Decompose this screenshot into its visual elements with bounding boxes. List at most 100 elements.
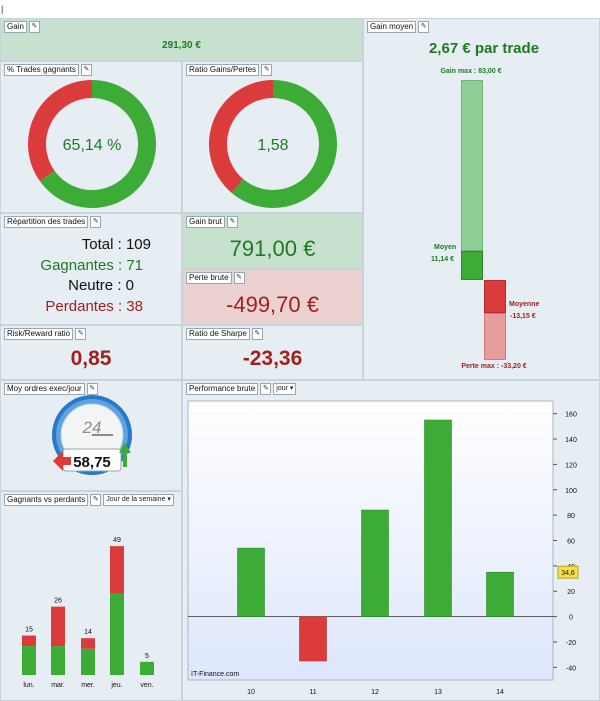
trades-gagnants-panel: % Trades gagnants ✎ 65,14 % (0, 61, 182, 213)
clock-icon: 24 58,75 (52, 395, 132, 475)
gain-moyen-headline: 2,67 € par trade (428, 40, 540, 57)
y-tick-label: 120 (565, 462, 577, 469)
category-label: jeu. (110, 682, 122, 689)
pin-icon[interactable]: ✎ (251, 328, 263, 340)
ratio-gains-pertes-donut: 1,58 (208, 80, 337, 208)
gain-brut-panel: Gain brut ✎ 791,00 € (182, 213, 363, 269)
y-tick-label: -20 (566, 640, 576, 647)
trades-gagnants-win-slice (39, 80, 156, 208)
gain-value: 291,30 € (162, 40, 201, 51)
y-tick-label: 160 (565, 412, 577, 419)
bar-total-label: 26 (54, 598, 62, 605)
risk-reward-value: 0,85 (70, 347, 112, 370)
x-tick-label: 13 (434, 689, 442, 696)
y-tick-label: 140 (565, 437, 577, 444)
trades-gagnants-value: 65,14 % (63, 137, 122, 154)
bar-total-label: 49 (113, 537, 121, 544)
sharpe-value: -23,36 (242, 347, 303, 370)
gagnants-bar (22, 646, 36, 675)
period-dropdown[interactable]: jour ▾ (273, 383, 297, 395)
weekday-dropdown-value: Jour de la semaine (106, 496, 166, 503)
bar-total-label: 5 (145, 653, 149, 660)
gagnants-vs-perdants-chart: 15 lun. 26 mar. 14 mer. 49 jeu. 5 ven. (22, 537, 154, 689)
perte-brute-value: -499,70 € (226, 292, 319, 317)
moyen-value: 11,14 € (431, 256, 454, 263)
pin-icon[interactable]: ✎ (90, 216, 102, 228)
repartition-perdantes: Perdantes : 38 (45, 298, 143, 315)
repartition-gagnantes: Gagnantes : 71 (40, 257, 143, 274)
gain-moyen-panel: Gain moyen ✎ 2,67 € par trade Gain max : … (363, 18, 600, 380)
repartition-neutre: Neutre : 0 (68, 277, 134, 294)
ratio-gains-pertes-panel: Ratio Gains/Pertes ✎ 1,58 (182, 61, 363, 213)
perdants-bar (51, 606, 65, 647)
gagnants-bar (110, 593, 124, 675)
performance-brute-panel: Performance brute ✎ jour ▾ 160 140 120 100 8… (182, 380, 600, 701)
moyenne-perte-bar (484, 280, 506, 313)
perte-max-label: Perte max : -33,20 € (461, 363, 527, 370)
pin-icon[interactable]: ✎ (80, 64, 92, 76)
performance-bar (237, 547, 265, 617)
ratio-gains-pertes-win-slice (231, 80, 337, 208)
gagnants-vs-perdants-label: Gagnants vs perdants (4, 494, 89, 506)
sharpe-panel: Ratio de Sharpe ✎ -23,36 (182, 325, 363, 380)
x-tick-label: 12 (371, 689, 379, 696)
repartition-panel: Répartition des trades ✎ Total : 109 Gagn… (0, 213, 182, 325)
current-value-badge-text: 34,6 (561, 570, 575, 577)
bar-total-label: 15 (25, 627, 33, 634)
sharpe-label: Ratio de Sharpe (186, 328, 250, 340)
pin-icon[interactable]: ✎ (75, 328, 87, 340)
x-tick-label: 11 (309, 689, 316, 696)
pin-icon[interactable]: ✎ (28, 21, 40, 33)
gain-moyen-label: Gain moyen (367, 21, 417, 33)
pin-icon[interactable]: ✎ (226, 216, 238, 228)
category-label: mar. (51, 682, 65, 689)
gain-label: Gain (4, 21, 27, 33)
performance-bar (424, 419, 452, 617)
x-tick-label: 14 (496, 689, 504, 696)
perte-brute-label: Perte brute (186, 272, 232, 284)
perdants-bar (81, 638, 95, 649)
gain-max-label: Gain max : 83,00 € (440, 68, 502, 75)
gagnants-bar (140, 661, 154, 675)
perdants-bar (22, 635, 36, 647)
perte-brute-panel: Perte brute ✎ -499,70 € (182, 269, 363, 325)
ratio-gains-pertes-value: 1,58 (257, 137, 288, 154)
pin-icon[interactable]: ✎ (418, 21, 430, 33)
y-tick-label: 80 (567, 513, 575, 520)
moy-ordres-value: 58,75 (73, 454, 111, 471)
performance-bar (486, 571, 514, 617)
trades-gagnants-label: % Trades gagnants (4, 64, 79, 76)
performance-brute-chart: 160140120100806040200-20-40101112131434,… (187, 400, 579, 696)
gagnants-bar (51, 646, 65, 675)
performance-brute-label: Performance brute (186, 383, 259, 395)
moyen-gain-bar (461, 251, 483, 280)
y-tick-label: 60 (567, 539, 575, 546)
category-label: lun. (23, 682, 34, 689)
risk-reward-panel: Risk/Reward ratio ✎ 0,85 (0, 325, 182, 380)
moyenne-label: Moyenne (509, 301, 540, 308)
moy-ordres-panel: Moy ordres exec/jour ✎ 24 58,75 (0, 380, 182, 491)
repartition-total: Total : 109 (81, 236, 151, 253)
trades-gagnants-loss-slice (27, 80, 92, 182)
y-tick-label: 20 (567, 589, 575, 596)
period-dropdown-value: jour (276, 385, 288, 392)
moy-ordres-label: Moy ordres exec/jour (4, 383, 85, 395)
pin-icon[interactable]: ✎ (86, 383, 98, 395)
pin-icon[interactable]: ✎ (260, 383, 272, 395)
performance-bar (299, 616, 327, 662)
pin-icon[interactable]: ✎ (90, 494, 102, 506)
gagnants-vs-perdants-panel: Gagnants vs perdants ✎ Jour de la semain… (0, 491, 182, 701)
y-tick-label: 100 (565, 488, 577, 495)
ratio-gains-pertes-label: Ratio Gains/Pertes (186, 64, 260, 76)
gain-panel: Gain ✎ 291,30 € (0, 18, 363, 61)
y-tick-label: 0 (569, 615, 573, 622)
pin-icon[interactable]: ✎ (233, 272, 245, 284)
x-tick-label: 10 (247, 689, 255, 696)
weekday-dropdown[interactable]: Jour de la semaine ▾ (103, 494, 174, 506)
pin-icon[interactable]: ✎ (261, 64, 273, 76)
current-value-badge (557, 565, 579, 579)
up-arrow-icon (119, 443, 131, 467)
repartition-label: Répartition des trades (4, 216, 89, 228)
risk-reward-label: Risk/Reward ratio (4, 328, 74, 340)
perdants-bar (110, 546, 124, 594)
